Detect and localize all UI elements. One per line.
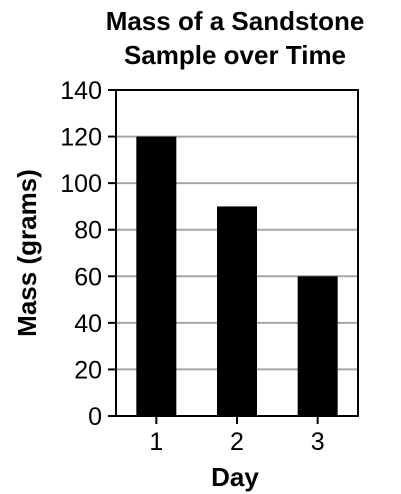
x-axis-ticks: 1 2 3 bbox=[149, 416, 325, 456]
y-tick-label: 20 bbox=[74, 356, 102, 384]
y-tick-label: 80 bbox=[74, 217, 102, 245]
bar-day-3 bbox=[297, 276, 338, 416]
bar-day-2 bbox=[217, 206, 257, 416]
chart-title-line-1: Mass of a Sandstone bbox=[106, 6, 365, 36]
y-axis-title: Mass (grams) bbox=[12, 169, 42, 337]
bars bbox=[136, 136, 338, 417]
y-axis-ticks: 0 20 40 60 80 100 120 140 bbox=[60, 77, 116, 431]
y-tick-label: 100 bbox=[60, 170, 102, 198]
x-tick-label: 2 bbox=[230, 428, 244, 456]
x-axis-title: Day bbox=[211, 462, 259, 492]
chart-title-line-2: Sample over Time bbox=[124, 40, 346, 70]
y-tick-label: 120 bbox=[60, 124, 102, 152]
y-tick-label: 0 bbox=[88, 403, 102, 431]
x-tick-label: 3 bbox=[311, 428, 325, 456]
bar-day-1 bbox=[136, 136, 177, 417]
x-tick-label: 1 bbox=[149, 428, 163, 456]
y-tick-label: 40 bbox=[74, 310, 102, 338]
y-tick-label: 140 bbox=[60, 77, 102, 105]
y-tick-label: 60 bbox=[74, 263, 102, 291]
